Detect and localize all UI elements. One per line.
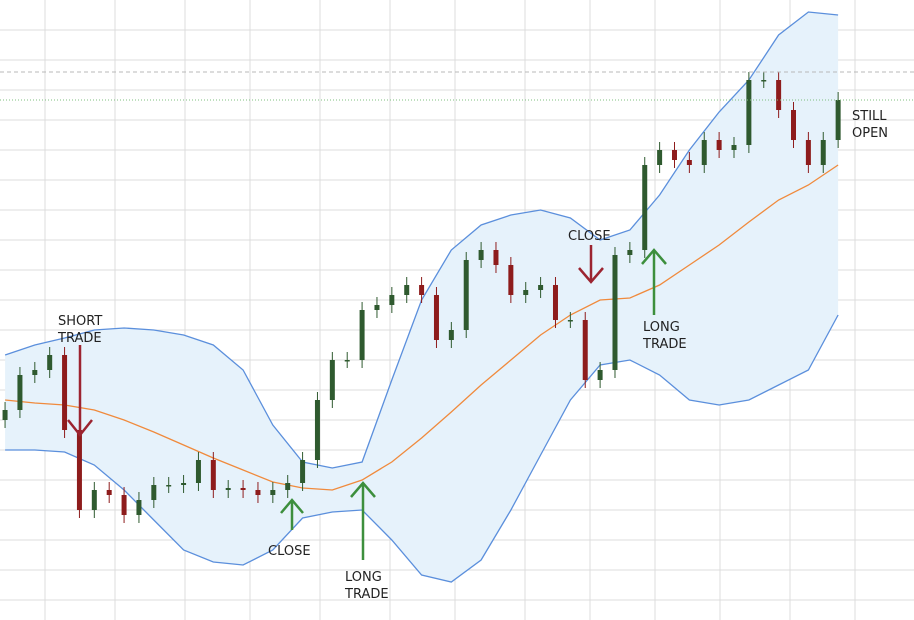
- candle-body: [359, 310, 365, 360]
- annotation: STILL: [852, 109, 887, 124]
- candle-body: [404, 285, 410, 295]
- candle-body: [597, 370, 603, 380]
- candle-body: [657, 150, 663, 165]
- candle-body: [686, 160, 692, 165]
- candle-body: [582, 320, 588, 380]
- candle-body: [791, 110, 797, 140]
- candle-body: [567, 320, 573, 322]
- annotation: TRADE: [344, 587, 389, 602]
- candle-body: [240, 488, 246, 490]
- annotation: CLOSE: [568, 229, 611, 244]
- close-arrow: [280, 498, 304, 530]
- candle-body: [329, 360, 335, 400]
- candle-body: [17, 375, 23, 410]
- candle-body: [181, 483, 187, 485]
- annotation: OPEN: [852, 126, 888, 141]
- candle-body: [433, 295, 439, 340]
- candle-body: [746, 80, 752, 145]
- candle-body: [835, 100, 841, 140]
- candle-body: [642, 165, 648, 250]
- candle-body: [106, 490, 112, 495]
- candle-body: [463, 260, 469, 330]
- candle-body: [761, 80, 767, 82]
- candle-body: [76, 430, 82, 510]
- band-fill: [5, 12, 839, 582]
- candle-body: [255, 490, 261, 495]
- candle-body: [671, 150, 677, 160]
- annotation: LONG: [345, 570, 382, 585]
- annotation: LONG: [643, 320, 680, 335]
- candle-body: [32, 370, 38, 375]
- annotation: SHORT: [58, 314, 102, 329]
- short-arrow: [67, 345, 93, 438]
- long-arrow: [641, 248, 667, 315]
- candle-body: [538, 285, 544, 290]
- annotation: TRADE: [642, 337, 687, 352]
- candle-body: [344, 360, 350, 362]
- candle-body: [2, 410, 8, 420]
- candle-body: [210, 460, 216, 490]
- candle-body: [820, 140, 826, 165]
- candle-body: [151, 485, 157, 500]
- annotation: TRADE: [57, 331, 102, 346]
- candle-body: [419, 285, 425, 295]
- candle-body: [478, 250, 484, 260]
- annotation: CLOSE: [268, 544, 311, 559]
- candle-body: [62, 355, 68, 430]
- annotations: SHORT TRADE CLOSE LONG TRADE CLOSE LONG …: [57, 109, 888, 602]
- candle-body: [374, 305, 380, 310]
- candle-body: [285, 483, 291, 490]
- candle-body: [225, 488, 231, 490]
- candle-body: [300, 460, 306, 483]
- candle-body: [47, 355, 53, 370]
- candle-body: [270, 490, 276, 495]
- candle-body: [91, 490, 97, 510]
- close-arrow: [578, 245, 604, 284]
- candle-body: [136, 500, 142, 515]
- candle-body: [701, 140, 707, 165]
- candle-body: [552, 285, 558, 320]
- candle-body: [314, 400, 320, 460]
- candle-body: [195, 460, 201, 483]
- candle-body: [805, 140, 811, 165]
- candles: [2, 72, 841, 523]
- candle-body: [389, 295, 395, 305]
- candle-body: [121, 495, 127, 515]
- candle-body: [776, 80, 782, 110]
- candle-body: [612, 255, 618, 370]
- candle-body: [731, 145, 737, 150]
- candle-body: [493, 250, 499, 265]
- candle-body: [523, 290, 529, 295]
- long-arrow: [350, 481, 376, 560]
- candle-body: [448, 330, 454, 340]
- lower-band: [5, 314, 839, 583]
- candle-body: [166, 485, 172, 487]
- middle-band: [5, 164, 839, 491]
- candle-body: [627, 250, 633, 255]
- candle-body: [716, 140, 722, 150]
- candle-body: [508, 265, 514, 295]
